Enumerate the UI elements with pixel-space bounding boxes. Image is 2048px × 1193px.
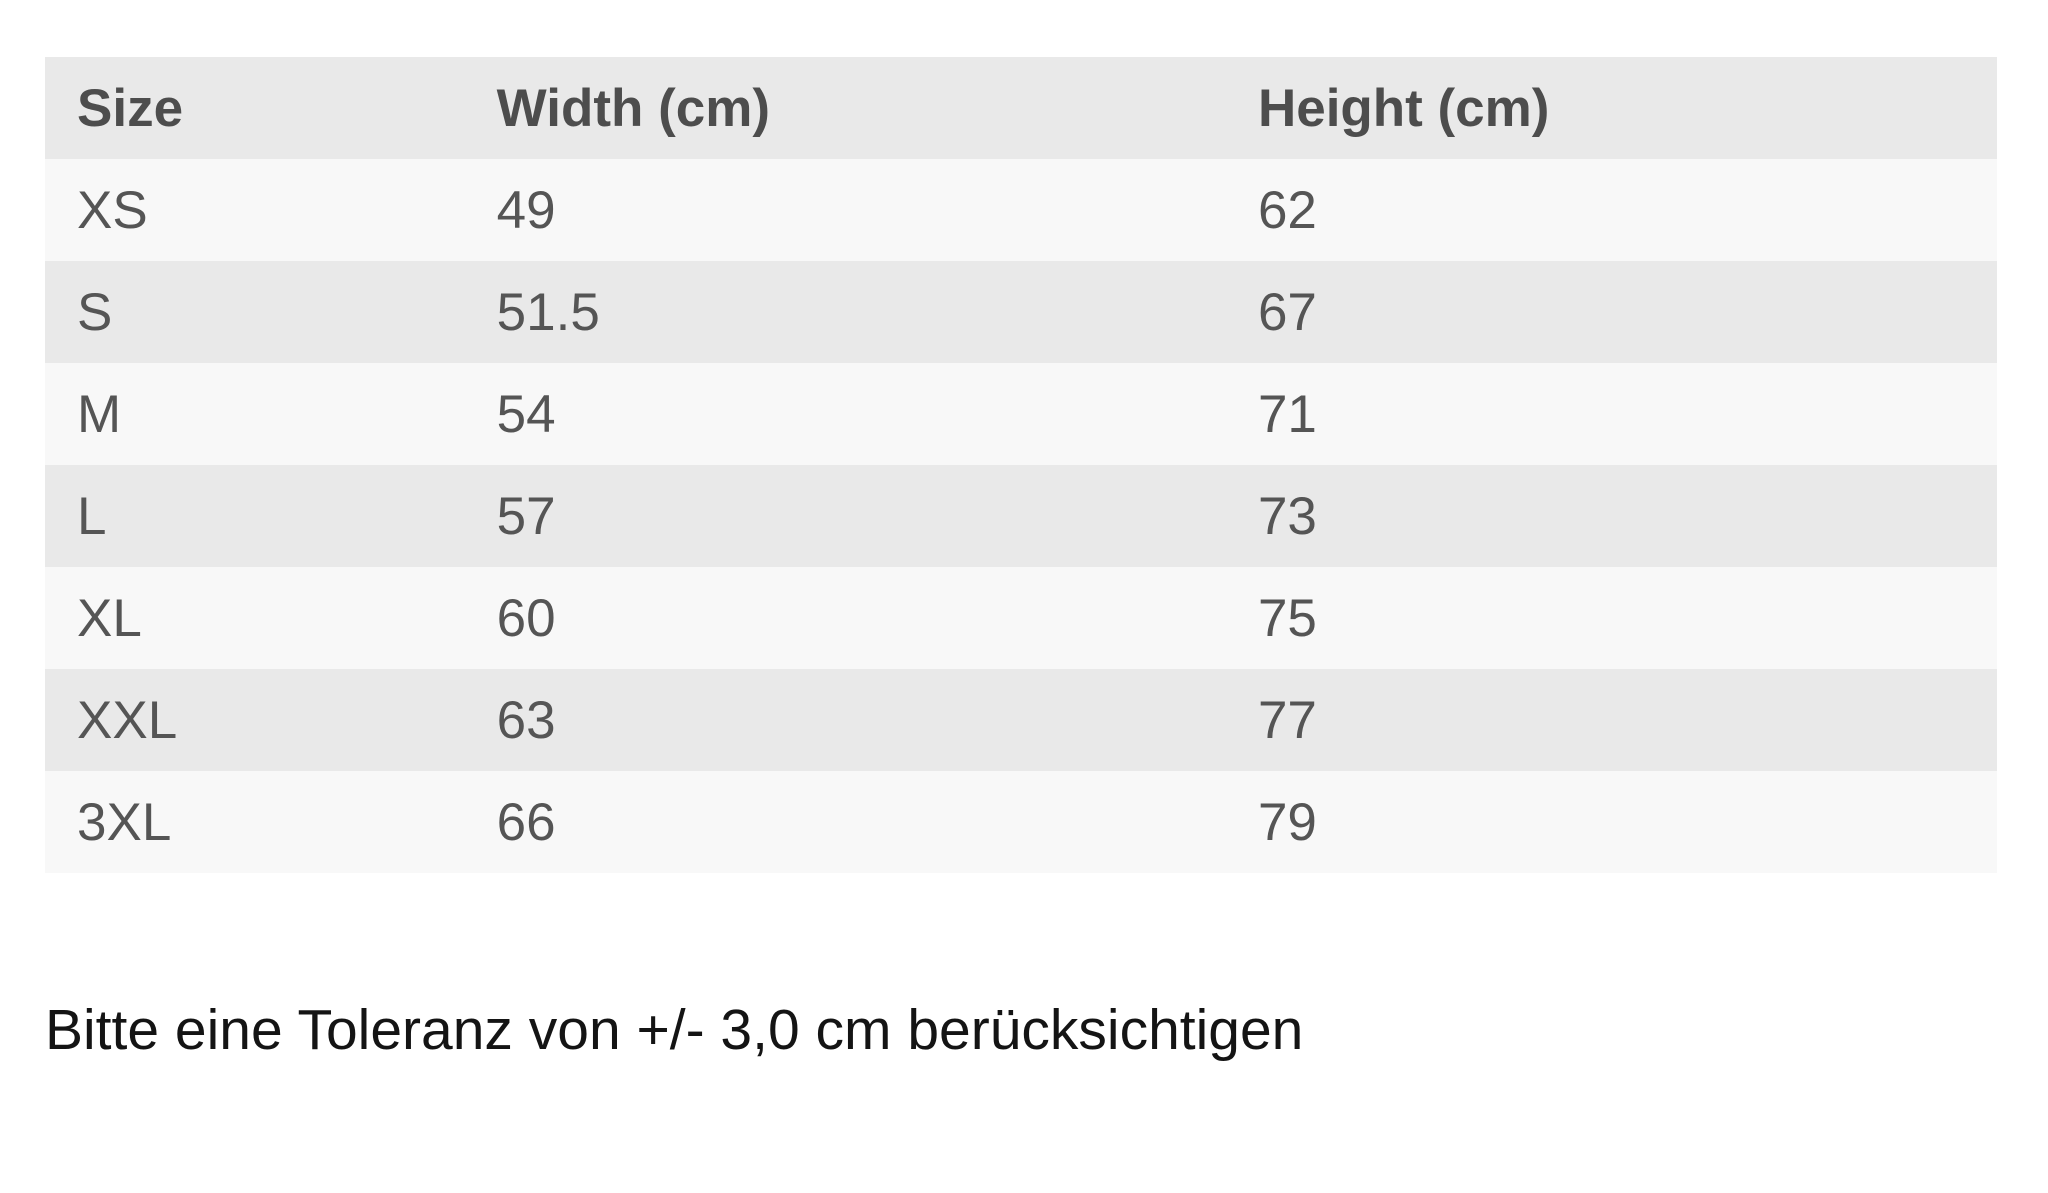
- table-cell-width_cm: 54: [464, 363, 1226, 465]
- table-cell-width_cm: 51.5: [464, 261, 1226, 363]
- table-body: XS 49 62 S 51.5 67 M 54 71 L 57 73 XL 60 75 XXL 63 77 3XL 6…: [45, 159, 1997, 873]
- column-header-width: Width (cm): [464, 57, 1226, 159]
- table-cell-size: 3XL: [45, 771, 465, 873]
- table-cell-height_cm: 79: [1225, 771, 1997, 873]
- column-header-height: Height (cm): [1225, 57, 1997, 159]
- table-cell-height_cm: 73: [1225, 465, 1997, 567]
- table-cell-width_cm: 60: [464, 567, 1226, 669]
- table-cell-height_cm: 75: [1225, 567, 1997, 669]
- table-cell-size: XXL: [45, 669, 465, 771]
- table-row: XXL 63 77: [45, 669, 1997, 771]
- table-row: M 54 71: [45, 363, 1997, 465]
- table-cell-height_cm: 77: [1225, 669, 1997, 771]
- table-cell-width_cm: 49: [464, 159, 1226, 261]
- tolerance-note: Bitte eine Toleranz von +/- 3,0 cm berüc…: [45, 998, 1304, 1062]
- table-row: 3XL 66 79: [45, 771, 1997, 873]
- table-cell-width_cm: 63: [464, 669, 1226, 771]
- table-cell-width_cm: 57: [464, 465, 1226, 567]
- table-cell-size: L: [45, 465, 465, 567]
- table-cell-height_cm: 67: [1225, 261, 1997, 363]
- table-cell-height_cm: 62: [1225, 159, 1997, 261]
- table-cell-size: S: [45, 261, 465, 363]
- table-row: S 51.5 67: [45, 261, 1997, 363]
- column-header-size: Size: [45, 57, 465, 159]
- table-row: L 57 73: [45, 465, 1997, 567]
- table-cell-size: XL: [45, 567, 465, 669]
- size-chart-table: Size Width (cm) Height (cm) XS 49 62 S 51.5 6…: [45, 57, 1997, 873]
- table-cell-height_cm: 71: [1225, 363, 1997, 465]
- table-row: XS 49 62: [45, 159, 1997, 261]
- table-cell-size: M: [45, 363, 465, 465]
- table-cell-width_cm: 66: [464, 771, 1226, 873]
- table-cell-size: XS: [45, 159, 465, 261]
- table-row: XL 60 75: [45, 567, 1997, 669]
- table-header-row: Size Width (cm) Height (cm): [45, 57, 1997, 159]
